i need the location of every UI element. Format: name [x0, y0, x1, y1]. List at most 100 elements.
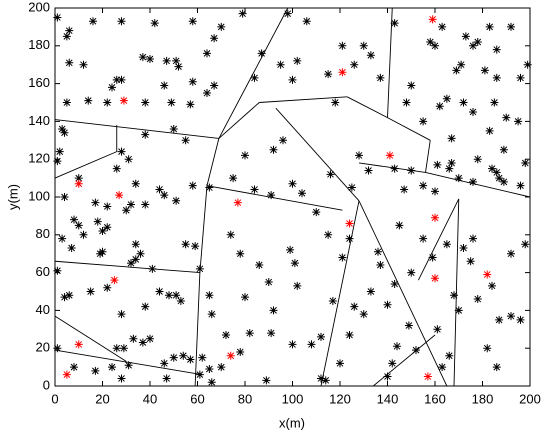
asterisk-point [131, 255, 140, 264]
y-tick-label: 100 [28, 188, 50, 203]
asterisk-point [445, 164, 454, 173]
asterisk-point [499, 145, 508, 154]
asterisk-point [150, 19, 159, 28]
asterisk-point [516, 181, 525, 190]
asterisk-point [169, 353, 178, 362]
asterisk-point [459, 244, 468, 253]
asterisk-point [507, 249, 515, 258]
y-tick-label: 20 [36, 340, 50, 355]
asterisk-point [241, 151, 249, 160]
asterisk-point [483, 270, 492, 279]
asterisk-point [119, 96, 128, 105]
cell-boundary [206, 185, 343, 211]
asterisk-point [276, 60, 285, 69]
asterisk-point [60, 193, 69, 201]
asterisk-point [331, 98, 340, 107]
asterisk-point [138, 338, 147, 347]
asterisk-point [355, 151, 363, 160]
asterisk-point [350, 302, 359, 311]
asterisk-point [395, 221, 404, 230]
asterisk-point [492, 363, 501, 372]
asterisk-point [155, 287, 164, 296]
asterisk-point [507, 22, 515, 31]
asterisk-point [279, 136, 287, 145]
asterisk-point [502, 113, 511, 122]
asterisk-point [55, 147, 64, 156]
asterisk-point [117, 17, 126, 26]
asterisk-point [141, 98, 150, 107]
asterisk-point [288, 340, 297, 349]
asterisk-point [388, 359, 397, 368]
asterisk-point [141, 302, 150, 311]
asterisk-point [117, 310, 126, 319]
asterisk-point [442, 94, 451, 103]
asterisk-point [345, 330, 354, 339]
asterisk-point [58, 124, 67, 133]
asterisk-point [457, 60, 466, 69]
asterisk-point [521, 158, 530, 167]
x-tick-label: 80 [238, 391, 252, 406]
asterisk-point [485, 22, 494, 31]
asterisk-point [359, 310, 368, 319]
asterisk-point [131, 240, 140, 249]
cell-boundary [387, 117, 431, 141]
asterisk-point [250, 73, 259, 82]
asterisk-point [302, 17, 311, 26]
asterisk-point [172, 56, 181, 65]
asterisk-point [317, 374, 325, 383]
asterisk-point [438, 363, 447, 372]
asterisk-point [84, 96, 93, 105]
asterisk-point [58, 234, 67, 243]
asterisk-point [62, 370, 71, 379]
asterisk-point [53, 157, 62, 166]
cell-boundary [417, 198, 460, 281]
asterisk-point [488, 164, 496, 173]
asterisk-point [412, 346, 420, 355]
asterisk-point [236, 249, 245, 258]
cell-boundary [206, 138, 220, 186]
asterisk-point [155, 185, 164, 194]
asterisk-point [162, 374, 171, 383]
asterisk-point [283, 9, 292, 18]
asterisk-point [473, 155, 482, 164]
asterisk-point [210, 81, 219, 90]
asterisk-point [267, 191, 276, 200]
asterisk-point [338, 41, 347, 50]
asterisk-point [447, 158, 456, 167]
asterisk-point [195, 264, 204, 273]
asterisk-point [122, 206, 131, 215]
asterisk-point [203, 49, 211, 58]
asterisk-point [264, 278, 273, 287]
asterisk-point [404, 321, 413, 330]
asterisk-point [523, 60, 532, 69]
asterisk-point [129, 334, 138, 343]
asterisk-point [70, 215, 78, 224]
x-tick-label: 60 [190, 391, 204, 406]
x-tick-label: 200 [519, 391, 541, 406]
asterisk-point [181, 240, 190, 249]
asterisk-point [169, 124, 178, 133]
asterisk-point [290, 259, 299, 268]
asterisk-point [431, 274, 439, 283]
asterisk-point [269, 145, 278, 154]
asterisk-point [442, 240, 451, 249]
asterisk-point [459, 98, 468, 107]
asterisk-point [376, 261, 385, 270]
asterisk-point [338, 68, 347, 77]
asterisk-point [366, 287, 375, 296]
cell-boundary [275, 107, 360, 202]
asterisk-point [473, 295, 482, 304]
asterisk-point [433, 325, 442, 334]
asterisk-point [119, 344, 128, 353]
asterisk-point [89, 17, 97, 26]
asterisk-point [186, 100, 195, 109]
asterisk-point [516, 73, 525, 82]
x-tick-label: 20 [95, 391, 109, 406]
y-tick-label: 180 [28, 37, 50, 52]
asterisk-point [236, 347, 245, 356]
asterisk-point [286, 245, 295, 254]
asterisk-point [419, 234, 428, 243]
cell-boundary [54, 315, 127, 362]
